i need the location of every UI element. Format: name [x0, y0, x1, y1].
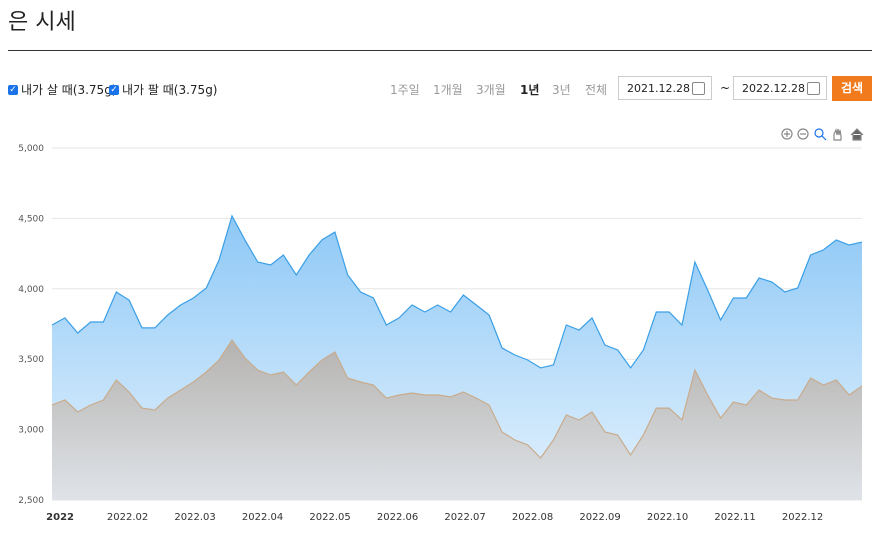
checkbox-label[interactable]: 내가 팔 때(3.75g) — [122, 83, 218, 97]
x-tick-label: 2022.08 — [512, 512, 553, 523]
period-button[interactable]: 3년 — [552, 83, 571, 97]
x-tick-label: 2022.06 — [377, 512, 418, 523]
x-tick-label: 2022.07 — [444, 512, 485, 523]
period-button[interactable]: 전체 — [585, 83, 608, 97]
x-tick-label: 2022.04 — [242, 512, 283, 523]
area-fill — [52, 340, 862, 500]
area-line — [51, 214, 863, 369]
x-tick-label: 2022.09 — [579, 512, 620, 523]
x-tick-label: 2022.05 — [309, 512, 350, 523]
y-tick-label: 3,000 — [18, 426, 44, 436]
y-tick-label: 3,500 — [18, 355, 44, 365]
x-tick-label: 2022.02 — [107, 512, 148, 523]
x-tick-label: 2022.03 — [174, 512, 215, 523]
divider — [8, 50, 872, 51]
checkbox[interactable]: ✓ 내가 팔 때(3.75g) — [109, 81, 218, 98]
x-tick-label: 2022.11 — [714, 512, 755, 523]
period-button[interactable]: 1개월 — [433, 83, 463, 97]
date-separator: ~ — [720, 81, 731, 95]
y-tick-label: 2,500 — [18, 496, 44, 506]
checkbox-box[interactable]: ✓ — [8, 84, 18, 95]
checkbox[interactable]: ✓ 내가 살 때(3.75g) — [8, 81, 117, 98]
area-line — [51, 339, 863, 459]
period-button[interactable]: 1년 — [520, 83, 540, 97]
x-tick-label: 2022.10 — [647, 512, 688, 523]
chart: 2,500 3,000 3,500 4,000 4,500 5,000 2022 2022.0… — [18, 128, 864, 523]
period-button[interactable]: 3개월 — [476, 83, 506, 97]
search-button[interactable]: 검색 — [832, 76, 872, 101]
end-date[interactable]: 2022.12.28 — [733, 76, 827, 100]
page-title: 은 시세 — [8, 10, 76, 35]
chart-toolbar[interactable] — [781, 128, 864, 141]
y-tick-label: 5,000 — [18, 144, 44, 154]
start-date[interactable]: 2021.12.28 — [618, 76, 712, 100]
checkbox-label[interactable]: 내가 살 때(3.75g) — [21, 83, 117, 97]
y-tick-label: 4,000 — [18, 285, 44, 295]
x-tick-label: 2022.12 — [782, 512, 823, 523]
x-tick-label: 2022 — [46, 512, 74, 523]
y-tick-label: 4,500 — [18, 214, 44, 224]
period-button[interactable]: 1주일 — [390, 83, 420, 97]
checkbox-box[interactable]: ✓ — [109, 84, 119, 95]
